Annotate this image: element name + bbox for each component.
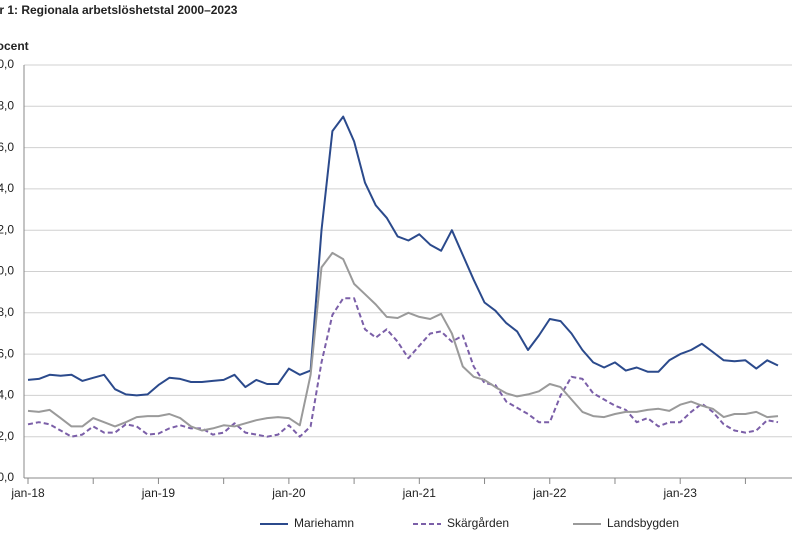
y-tick-label: 18,0 — [0, 98, 14, 112]
y-tick-label: 14,0 — [0, 181, 14, 195]
x-tick-label: jan-20 — [271, 486, 306, 500]
legend-label: Landsbygden — [607, 516, 679, 530]
x-tick-label: jan-19 — [141, 486, 176, 500]
y-tick-label: 0,0 — [0, 470, 14, 484]
chart-title: Figur 1: Regionala arbetslöshetstal 2000… — [0, 3, 238, 17]
y-tick-label: 16,0 — [0, 140, 14, 154]
line-series — [27, 251, 779, 432]
y-tick-label: 6,0 — [0, 346, 14, 360]
y-tick-label: 4,0 — [0, 388, 14, 402]
x-tick-label: jan-22 — [532, 486, 567, 500]
y-tick-label: 8,0 — [0, 305, 14, 319]
line-series — [27, 115, 779, 397]
y-tick-label: 2,0 — [0, 429, 14, 443]
legend-label: Mariehamn — [294, 516, 354, 530]
legend-label: Skärgården — [447, 516, 509, 530]
y-tick-label: 20,0 — [0, 57, 14, 71]
y-axis-label: Procent — [0, 39, 29, 53]
x-tick-label: jan-21 — [402, 486, 437, 500]
line-series — [27, 297, 779, 438]
x-tick-label: jan-23 — [663, 486, 698, 500]
y-tick-label: 10,0 — [0, 264, 14, 278]
y-tick-label: 12,0 — [0, 222, 14, 236]
x-tick-label: jan-18 — [10, 486, 45, 500]
